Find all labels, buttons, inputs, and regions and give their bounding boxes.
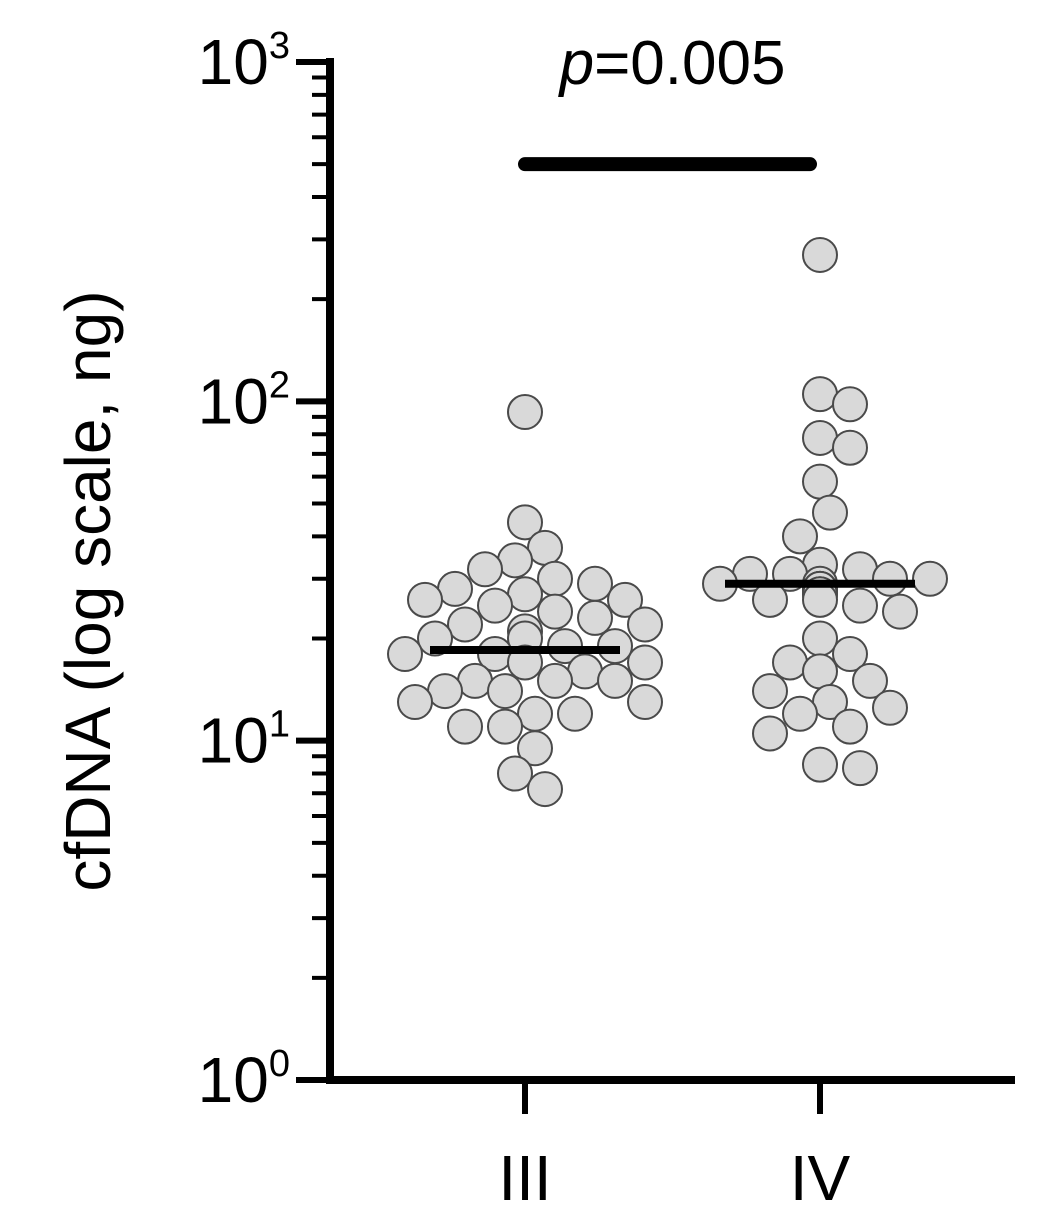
data-point [577,599,613,636]
data-point [407,581,443,618]
data-point [477,587,513,624]
data-point [497,755,533,792]
data-point [912,560,948,597]
axes [326,58,1015,1084]
data-point [802,463,838,500]
data-point [852,662,888,699]
data-point [507,504,543,541]
data-point [387,636,423,673]
data-point [752,673,788,710]
data-point [832,386,868,423]
y-tick-label-base: 10 [198,1044,269,1116]
data-point [802,236,838,273]
x-category-label: IV [790,1142,851,1214]
p-value-label: p=0.005 [558,29,786,98]
y-tick-label-exponent: 1 [269,704,290,746]
data-point [802,376,838,413]
data-point [507,576,543,613]
data-point [802,581,838,618]
y-tick-label-exponent: 3 [269,25,290,67]
p-value-number: =0.005 [594,29,785,98]
data-point [802,620,838,657]
y-tick-label: 101 [198,704,290,777]
data-point [517,730,553,767]
data-point [487,708,523,745]
data-point [447,708,483,745]
data-point [882,593,918,630]
p-value-symbol: p [558,29,594,98]
data-point [872,689,908,726]
data-point [802,653,838,690]
data-point [597,662,633,699]
significance-annotation: p=0.005 [518,29,817,172]
data-point [557,695,593,732]
y-axis-title: cfDNA (log scale, ng) [52,290,124,891]
data-point [627,684,663,721]
y-tick-label-exponent: 2 [269,364,290,406]
data-points [387,236,948,808]
data-point [527,529,563,566]
data-point [627,644,663,681]
y-tick-label: 100 [198,1043,290,1116]
data-point [782,695,818,732]
data-point [842,750,878,787]
y-tick-label-base: 10 [198,26,269,98]
data-point [577,565,613,602]
data-point [782,518,818,555]
data-point [832,636,868,673]
data-point [627,606,663,643]
y-tick-label: 102 [198,364,290,437]
data-point [607,581,643,618]
data-point [812,494,848,531]
data-point [447,606,483,643]
data-point [772,644,808,681]
data-point [507,394,543,431]
data-point [802,746,838,783]
x-category-label: III [498,1142,551,1214]
data-point [487,673,523,710]
data-point [752,581,788,618]
data-point [527,771,563,808]
data-point [842,587,878,624]
data-point [567,653,603,690]
data-point [752,715,788,752]
data-point [872,560,908,597]
data-point [832,429,868,466]
data-point [397,684,433,721]
data-point [537,662,573,699]
y-tick-label-base: 10 [198,365,269,437]
x-axis-ticks: III IV [498,1080,851,1214]
median-lines [430,579,915,655]
y-tick-label-base: 10 [198,705,269,777]
data-point [437,570,473,607]
data-point [467,551,503,588]
y-tick-label-exponent: 0 [269,1043,290,1085]
data-point [497,542,533,579]
data-point [517,695,553,732]
data-point [457,662,493,699]
data-point [537,560,573,597]
data-point [832,708,868,745]
data-point [537,593,573,630]
data-point [427,673,463,710]
y-tick-label: 103 [198,25,290,98]
data-point [802,419,838,456]
